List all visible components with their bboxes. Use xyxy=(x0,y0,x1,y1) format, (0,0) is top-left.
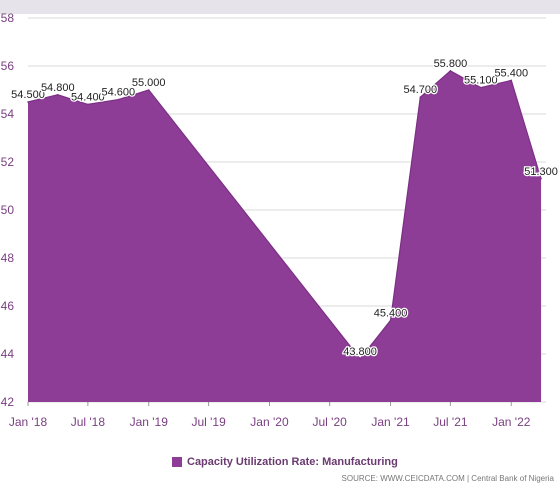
data-label: 55.100 xyxy=(464,75,498,87)
x-tick-label: Jan '21 xyxy=(371,415,410,429)
data-label: 55.000 xyxy=(132,77,166,89)
data-label: 51.300 xyxy=(524,166,558,178)
data-point xyxy=(389,319,392,322)
data-label: 54.700 xyxy=(403,84,437,96)
y-tick-label: 56 xyxy=(1,59,15,73)
data-point xyxy=(147,89,150,91)
data-point xyxy=(27,101,29,103)
data-point xyxy=(117,98,120,101)
data-label: 54.800 xyxy=(41,82,75,94)
series-area xyxy=(28,70,542,403)
x-tick-label: Jan '20 xyxy=(250,415,289,429)
series-line xyxy=(27,70,542,360)
y-tick-label: 58 xyxy=(1,11,15,25)
legend: Capacity Utilization Rate: Manufacturing xyxy=(172,456,398,468)
data-point xyxy=(87,103,89,106)
data-label: 43.800 xyxy=(343,346,377,358)
data-label: 45.400 xyxy=(374,307,408,319)
x-tick-label: Jul '19 xyxy=(191,415,226,429)
x-tick-label: Jan '18 xyxy=(9,415,48,429)
legend-label: Capacity Utilization Rate: Manufacturing xyxy=(187,456,398,468)
x-tick-label: Jan '19 xyxy=(130,415,169,429)
y-tick-label: 52 xyxy=(1,155,15,169)
data-label: 54.600 xyxy=(101,87,135,99)
data-point xyxy=(510,79,513,82)
data-point xyxy=(449,70,452,72)
y-tick-label: 54 xyxy=(1,107,15,121)
y-tick-label: 46 xyxy=(1,299,15,313)
legend-swatch xyxy=(172,457,182,467)
data-label: 54.500 xyxy=(11,89,45,101)
data-point xyxy=(540,178,542,180)
x-tick-label: Jul '18 xyxy=(71,415,106,429)
y-tick-label: 48 xyxy=(1,251,15,265)
data-label: 54.400 xyxy=(71,91,105,103)
data-label: 55.400 xyxy=(494,67,528,79)
data-point xyxy=(419,96,422,98)
y-tick-label: 42 xyxy=(1,395,15,409)
data-label: 55.800 xyxy=(434,58,468,70)
data-point xyxy=(480,86,482,89)
top-band xyxy=(0,0,560,14)
x-tick-label: Jul '20 xyxy=(313,415,348,429)
data-point xyxy=(56,94,59,96)
source-note: SOURCE: WWW.CEICDATA.COM | Central Bank … xyxy=(341,474,554,483)
x-tick-label: Jan '22 xyxy=(492,415,531,429)
x-tick-label: Jul '21 xyxy=(433,415,468,429)
y-tick-label: 44 xyxy=(1,347,15,361)
data-point xyxy=(359,358,361,360)
y-tick-label: 50 xyxy=(1,203,15,217)
